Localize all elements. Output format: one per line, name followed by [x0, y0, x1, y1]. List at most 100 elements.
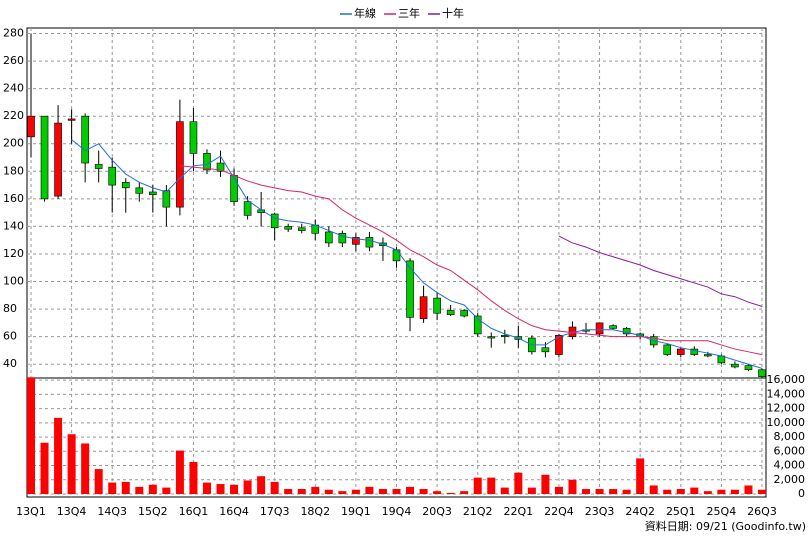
- candle-body: [325, 231, 333, 244]
- volume-bar: [663, 489, 672, 494]
- volume-bar: [568, 479, 577, 494]
- volume-bar: [717, 489, 726, 494]
- candle-body: [446, 310, 455, 315]
- volume-bar: [582, 489, 591, 494]
- volume-bar: [297, 489, 306, 494]
- volume-bar: [649, 485, 658, 494]
- volume-bar: [609, 489, 618, 494]
- candle-body: [108, 166, 117, 186]
- candle-body: [460, 310, 468, 317]
- x-tick-label: 25Q1: [666, 505, 696, 518]
- candle-body: [555, 334, 563, 355]
- candle-body: [270, 213, 279, 229]
- volume-bar: [378, 489, 387, 494]
- candle-body: [81, 115, 89, 164]
- x-tick-label: 19Q4: [382, 505, 412, 518]
- candle-body: [230, 175, 238, 202]
- volume-bar: [284, 489, 293, 494]
- y2-tick-label: 8,000: [774, 430, 806, 443]
- candle-body: [758, 369, 766, 377]
- volume-bar: [392, 489, 401, 494]
- candle-body: [135, 187, 144, 194]
- y2-tick-label: 14,000: [767, 387, 806, 400]
- candle-body: [731, 363, 739, 368]
- volume-bar: [595, 489, 604, 494]
- candle-body: [392, 249, 401, 262]
- volume-bar: [135, 486, 144, 494]
- ma-line: [179, 165, 763, 356]
- y2-tick-label: 4,000: [774, 459, 806, 472]
- candle-body: [149, 191, 157, 196]
- volume-bar: [406, 486, 415, 494]
- volume-bar: [676, 489, 685, 494]
- volume-bar: [338, 491, 347, 494]
- volume-bar: [189, 461, 198, 494]
- source-note: 資料日期: 09/21 (Goodinfo.tw): [645, 519, 806, 533]
- candle-body: [27, 115, 35, 138]
- volume-bar: [270, 481, 279, 494]
- volume-bar: [690, 487, 699, 494]
- candle-body: [203, 153, 211, 171]
- x-tick-label: 21Q2: [463, 505, 493, 518]
- candle-body: [176, 121, 184, 208]
- volume-bar: [148, 484, 157, 494]
- volume-bar: [758, 489, 766, 494]
- volume-bar: [162, 487, 171, 494]
- volume-bar: [419, 489, 428, 494]
- volume-bar: [324, 489, 333, 494]
- volume-bar: [40, 442, 49, 494]
- candle-body: [40, 115, 49, 200]
- y2-tick-label: 10,000: [767, 416, 806, 429]
- candle-body: [433, 297, 441, 314]
- candle-body: [243, 201, 252, 216]
- volume-bar: [527, 487, 536, 494]
- volume-bar: [27, 377, 35, 494]
- candle-body: [704, 354, 712, 357]
- x-tick-label: 24Q2: [625, 505, 655, 518]
- candle-body: [663, 344, 672, 355]
- volume-bar: [81, 443, 90, 494]
- volume-bar: [636, 458, 645, 494]
- candle-body: [473, 315, 482, 335]
- candle-body: [338, 233, 347, 244]
- y-tick-label: 280: [3, 27, 24, 40]
- candle-body: [365, 237, 374, 248]
- volume-bar: [541, 474, 550, 494]
- volume-bar: [500, 487, 509, 494]
- y-tick-label: 80: [3, 302, 17, 315]
- y-tick-label: 220: [3, 109, 24, 122]
- candle-body: [622, 328, 631, 335]
- volume-bar: [460, 491, 469, 494]
- volume-bar: [202, 482, 211, 494]
- x-tick-label: 13Q4: [57, 505, 87, 518]
- x-tick-label: 17Q3: [260, 505, 290, 518]
- candle-body: [500, 334, 509, 337]
- y2-tick-label: 0: [798, 487, 805, 500]
- x-tick-label: 22Q1: [504, 505, 534, 518]
- candle-body: [189, 121, 198, 154]
- candle-body: [609, 325, 617, 329]
- candle-body: [541, 347, 550, 353]
- y-tick-label: 100: [3, 275, 24, 288]
- x-tick-label: 14Q3: [97, 505, 127, 518]
- volume-bar: [175, 450, 184, 494]
- x-tick-label: 22Q4: [544, 505, 574, 518]
- volume-bar: [473, 477, 482, 494]
- legend-label: 年線: [354, 6, 376, 20]
- volume-bar: [67, 434, 76, 494]
- x-tick-label: 13Q1: [16, 505, 46, 518]
- y-tick-label: 200: [3, 137, 24, 150]
- y-tick-label: 180: [3, 164, 24, 177]
- volume-bar: [311, 486, 320, 494]
- volume-bar: [433, 491, 442, 494]
- volume-bar: [243, 480, 252, 494]
- candle-body: [162, 190, 171, 208]
- candle-body: [121, 182, 130, 189]
- candle-body: [94, 164, 103, 169]
- x-tick-label: 26Q3: [747, 505, 777, 518]
- x-tick-label: 23Q3: [585, 505, 615, 518]
- candle-body: [676, 348, 685, 355]
- y-tick-label: 160: [3, 192, 24, 205]
- x-tick-label: 25Q4: [707, 505, 737, 518]
